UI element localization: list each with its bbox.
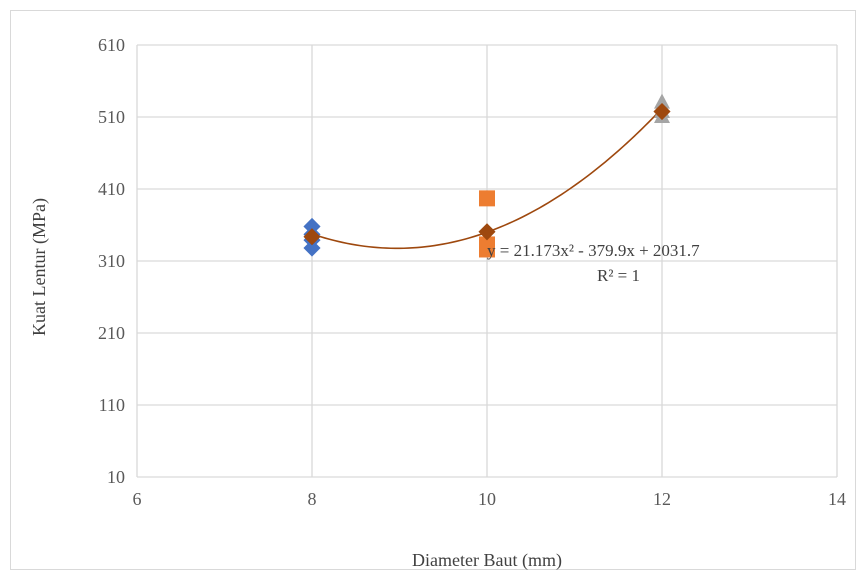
triangle-marker: [654, 93, 670, 109]
y-tick-label: 410: [98, 179, 125, 199]
y-tick-label: 10: [107, 467, 125, 487]
x-tick-label: 10: [478, 489, 496, 509]
y-axis-title: Kuat Lentur (MPa): [29, 198, 50, 336]
x-tick-label: 6: [133, 489, 142, 509]
y-tick-label: 110: [99, 395, 125, 415]
chart-area: 10 110 210 310 410 510 610 6 8 10 12 14 y = 21.173x…: [10, 10, 856, 571]
y-tick-label: 210: [98, 323, 125, 343]
diamond-marker: [303, 228, 321, 246]
x-axis-title: Diameter Baut (mm): [412, 550, 562, 571]
data-markers: [303, 93, 671, 258]
x-tick-label: 14: [828, 489, 846, 509]
trendline-r-squared: R² = 1: [597, 266, 640, 285]
x-tick-label: 12: [653, 489, 671, 509]
y-tick-label: 610: [98, 35, 125, 55]
trendline-equation: y = 21.173x² - 379.9x + 2031.7: [487, 241, 700, 260]
diamond-marker: [478, 223, 496, 241]
gridlines: [136, 44, 838, 478]
square-marker: [479, 190, 495, 207]
x-tick-label: 8: [308, 489, 317, 509]
y-tick-label: 510: [98, 107, 125, 127]
diamond-marker: [653, 102, 671, 121]
tick-labels: 10 110 210 310 410 510 610 6 8 10 12 14: [98, 35, 846, 509]
scatter-chart: 10 110 210 310 410 510 610 6 8 10 12 14 y = 21.173x…: [29, 35, 846, 571]
square-marker: [479, 236, 495, 253]
y-tick-label: 310: [98, 251, 125, 271]
